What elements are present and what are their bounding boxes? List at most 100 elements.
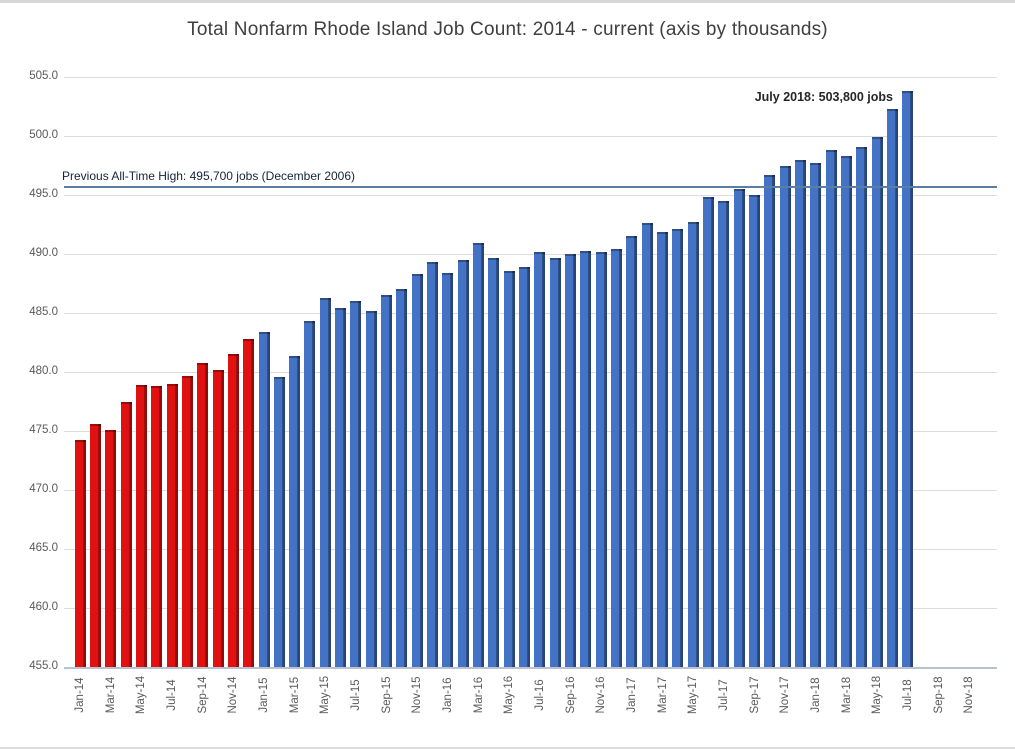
bar-Jun-18 [887, 108, 898, 667]
bar-May-16 [503, 270, 515, 667]
bar-Dec-17 [795, 159, 806, 667]
bar-Feb-16 [457, 259, 469, 667]
bar-Jan-18 [810, 163, 822, 667]
bar-Sep-17 [749, 195, 760, 667]
x-tick-label: Sep-14 [196, 676, 209, 714]
bar-Feb-17 [641, 223, 653, 667]
bar-Jan-16 [442, 272, 454, 667]
y-tick-label: 485.0 [29, 306, 58, 318]
x-tick-label: Jan-16 [441, 677, 454, 713]
bar-Jun-15 [335, 308, 347, 667]
bar-Jan-15 [258, 331, 270, 667]
chart-title: Total Nonfarm Rhode Island Job Count: 20… [187, 19, 828, 40]
gridline [64, 431, 997, 432]
bar-Dec-14 [243, 339, 255, 667]
bar-Aug-16 [549, 257, 561, 667]
x-tick-label: May-16 [503, 675, 516, 715]
bar-Jul-14 [166, 383, 178, 667]
bar-Aug-14 [181, 375, 193, 667]
bar-Nov-16 [595, 251, 607, 667]
bar-Sep-15 [381, 295, 393, 667]
bar-May-14 [135, 385, 147, 667]
bar-May-15 [319, 297, 331, 667]
x-tick-label: Jan-14 [74, 677, 86, 713]
bar-Sep-14 [197, 362, 209, 667]
x-tick-label: Mar-17 [656, 676, 669, 714]
x-tick-label: Nov-18 [963, 676, 976, 714]
bar-Jun-14 [151, 386, 163, 667]
bar-Jan-14 [74, 440, 86, 667]
bar-Feb-14 [89, 423, 101, 667]
bar-Dec-15 [427, 262, 439, 667]
bar-Jun-16 [519, 267, 531, 667]
y-tick-label: 480.0 [29, 365, 58, 377]
bar-Nov-15 [411, 274, 423, 667]
plot-area: 455.0 460.0 465.0 470.0 475.0 480.0 485.0 490.0… [0, 3, 1015, 747]
x-tick-label: Mar-16 [472, 676, 485, 714]
bar-Mar-17 [657, 231, 668, 667]
gridline [64, 549, 997, 550]
y-tick-label: 500.0 [29, 129, 58, 141]
peak-annotation: July 2018: 503,800 jobs [754, 90, 893, 104]
bar-Apr-16 [488, 257, 500, 667]
x-tick-label: May-15 [319, 675, 332, 715]
bar-Jul-17 [718, 200, 730, 667]
bar-Nov-17 [779, 165, 791, 667]
bar-Mar-16 [473, 243, 485, 667]
x-tick-label: Sep-16 [564, 676, 577, 714]
bar-Jun-17 [703, 197, 714, 667]
bar-Apr-18 [856, 146, 868, 667]
x-tick-label: May-17 [687, 675, 700, 715]
x-tick-label: Jan-18 [809, 677, 822, 713]
gridline [64, 313, 997, 314]
bar-Jul-18 [902, 91, 914, 667]
y-tick-label: 455.0 [29, 660, 58, 672]
gridline [64, 77, 997, 78]
x-axis-line [64, 667, 997, 669]
bar-Sep-16 [565, 254, 577, 667]
y-tick-label: 460.0 [29, 601, 58, 613]
x-tick-label: Jul-14 [166, 679, 178, 711]
x-tick-label: May-14 [135, 675, 148, 715]
bar-Mar-18 [841, 156, 852, 667]
y-tick-label: 490.0 [29, 247, 58, 259]
bar-Mar-14 [105, 429, 117, 667]
x-tick-label: Jan-15 [258, 677, 270, 713]
bar-Oct-14 [212, 369, 224, 667]
bar-Oct-17 [764, 174, 776, 667]
x-tick-label: Mar-15 [288, 676, 301, 714]
x-tick-label: Jul-18 [901, 679, 914, 711]
x-tick-label: Jul-15 [349, 679, 362, 711]
gridline [64, 372, 997, 373]
x-tick-label: Jul-16 [533, 679, 546, 711]
x-tick-label: Mar-14 [104, 676, 117, 714]
gridline [64, 195, 997, 196]
x-tick-label: Sep-15 [380, 676, 393, 714]
bar-Apr-15 [304, 321, 316, 667]
x-tick-label: Mar-18 [840, 676, 853, 714]
x-tick-label: May-18 [871, 675, 884, 715]
bar-Dec-16 [611, 249, 622, 667]
bar-Mar-15 [289, 355, 301, 667]
gridline [64, 490, 997, 491]
bar-Aug-17 [733, 189, 745, 667]
bar-Oct-15 [396, 289, 408, 667]
x-tick-label: Jul-17 [717, 679, 730, 711]
bar-Feb-15 [273, 376, 285, 667]
x-tick-label: Nov-15 [411, 676, 424, 714]
y-tick-label: 505.0 [29, 70, 58, 82]
x-tick-label: Sep-18 [932, 676, 945, 714]
bar-Apr-17 [672, 229, 684, 667]
bar-Jul-15 [350, 301, 362, 667]
y-tick-label: 465.0 [29, 542, 58, 554]
gridline [64, 254, 997, 255]
bar-Jan-17 [626, 236, 638, 667]
bar-Aug-15 [365, 310, 377, 667]
reference-line-label: Previous All-Time High: 495,700 jobs (De… [62, 169, 356, 183]
y-tick-label: 495.0 [29, 188, 58, 200]
bar-Apr-14 [120, 401, 132, 667]
y-tick-label: 470.0 [29, 483, 58, 495]
bar-Nov-14 [227, 354, 239, 667]
x-tick-label: Nov-14 [227, 676, 240, 714]
